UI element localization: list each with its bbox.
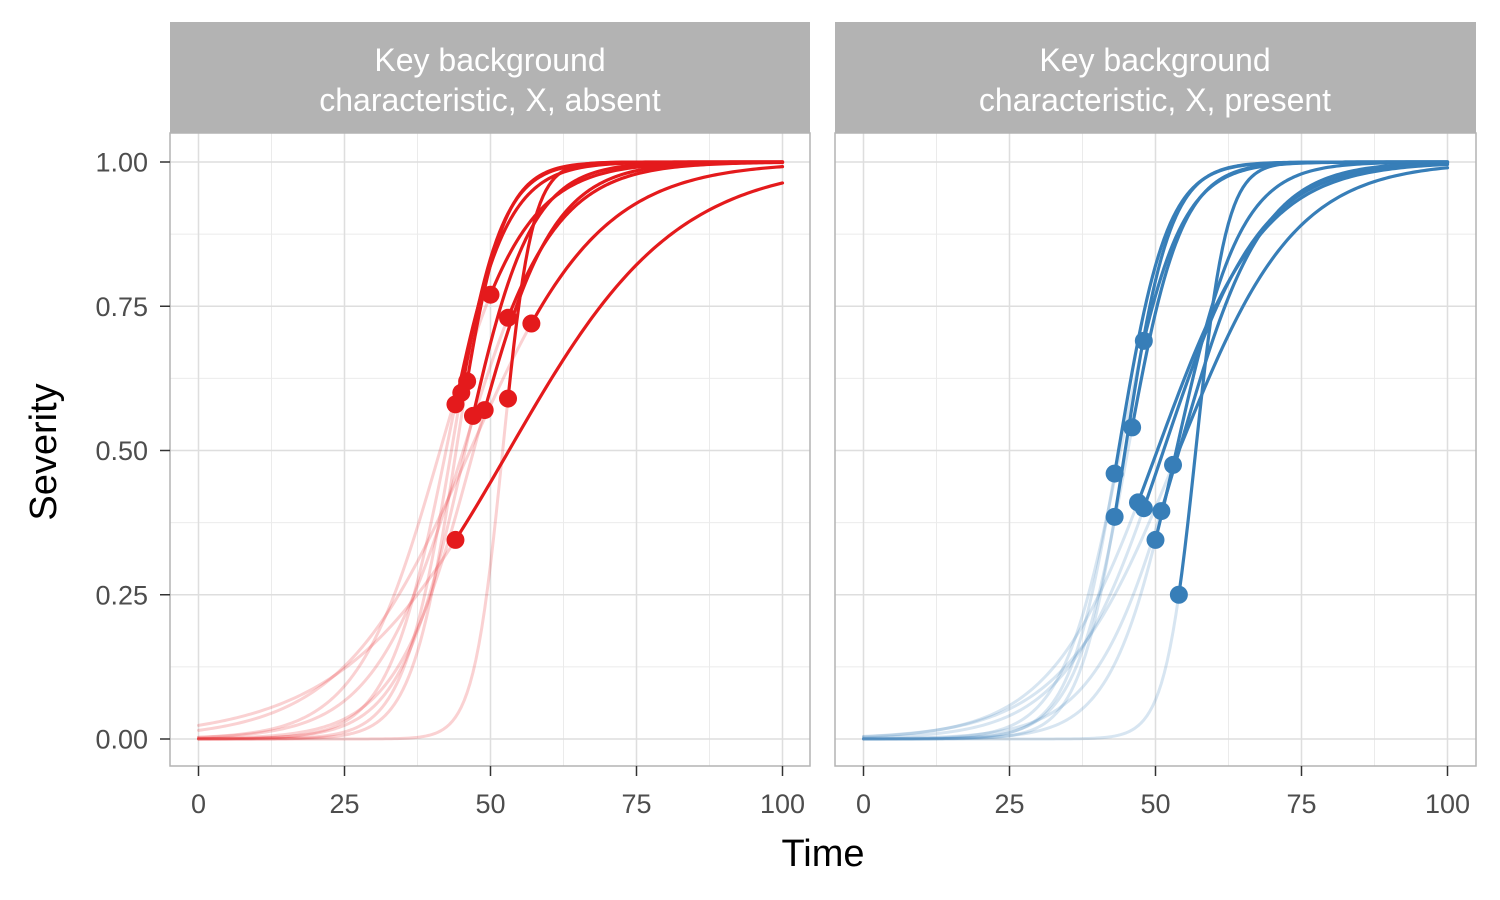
history-line [862,593,1181,741]
history-line [197,402,457,741]
x-tick-label: 100 [1425,789,1470,819]
y-tick-label: 0.00 [95,725,148,755]
x-tick-label: 25 [994,789,1024,819]
faded-history-lines [862,339,1181,741]
strip-title-line-2: characteristic, X, present [979,82,1331,118]
data-point [522,314,541,333]
history-line [862,425,1134,741]
projection-line [506,160,785,401]
data-point [1146,530,1165,549]
history-line [197,414,475,741]
data-point [1164,455,1183,474]
current-points [1105,331,1188,604]
history-line [862,509,1163,741]
history-line [862,339,1146,741]
x-tick-label: 0 [191,789,206,819]
data-point [446,530,465,549]
x-tick-label: 25 [329,789,359,819]
history-line [197,379,469,741]
data-point [1169,585,1188,604]
data-point [458,372,477,391]
history-line [862,506,1146,740]
y-axis-title: Severity [23,383,65,520]
history-line [197,408,487,741]
history-line [862,500,1140,739]
y-tick-label: 0.75 [95,292,148,322]
history-line [197,397,510,741]
x-axis-title: Time [781,833,864,875]
x-tick-label: 50 [1140,789,1170,819]
y-tick-label: 1.00 [95,148,148,178]
history-line [197,316,510,739]
data-point [481,285,500,304]
projection-line [529,165,785,326]
history-line [862,463,1175,738]
y-axis: 0.00 0.25 0.50 0.75 1.00 [95,148,170,755]
x-tick-label: 75 [1286,789,1316,819]
x-tick-label: 75 [621,789,651,819]
projection-line [1177,160,1450,597]
data-point [1105,507,1124,526]
data-point [1134,499,1153,518]
projection-lines [453,160,785,542]
x-tick-label: 0 [856,789,871,819]
projection-line [1171,166,1450,467]
history-line [197,538,457,727]
projection-lines [1113,160,1450,597]
panel-grid [835,133,1476,766]
data-point [475,401,494,420]
strip-title-line-1: Key background [1039,42,1270,78]
history-line [862,472,1117,741]
history-line [862,538,1157,741]
history-line [197,293,492,739]
y-tick-label: 0.25 [95,580,148,610]
current-points [446,285,541,549]
panel-grid [170,133,810,766]
strip-background [170,22,810,133]
faded-history-lines [197,293,533,741]
x-tick-label: 100 [760,789,805,819]
data-point [1123,418,1142,437]
x-axis: 0 25 50 75 100 [191,766,805,819]
data-point [499,308,518,327]
history-line [197,391,463,741]
data-point [1134,331,1153,350]
strip-title-line-1: Key background [374,42,605,78]
data-point [499,389,518,408]
strip-title-line-2: characteristic, X, absent [319,82,661,118]
facet-present: Key background characteristic, X, presen… [834,22,1477,819]
y-tick-label: 0.50 [95,436,148,466]
projection-line [1159,161,1450,513]
projection-line [1142,162,1450,510]
x-axis: 0 25 50 75 100 [856,766,1470,819]
history-line [862,515,1117,741]
data-point [1105,464,1124,483]
x-tick-label: 50 [475,789,505,819]
facet-absent: Key background characteristic, X, absent… [169,22,811,819]
projection-line [453,181,785,542]
history-line [197,322,533,732]
strip-background [835,22,1476,133]
data-point [1152,502,1171,521]
